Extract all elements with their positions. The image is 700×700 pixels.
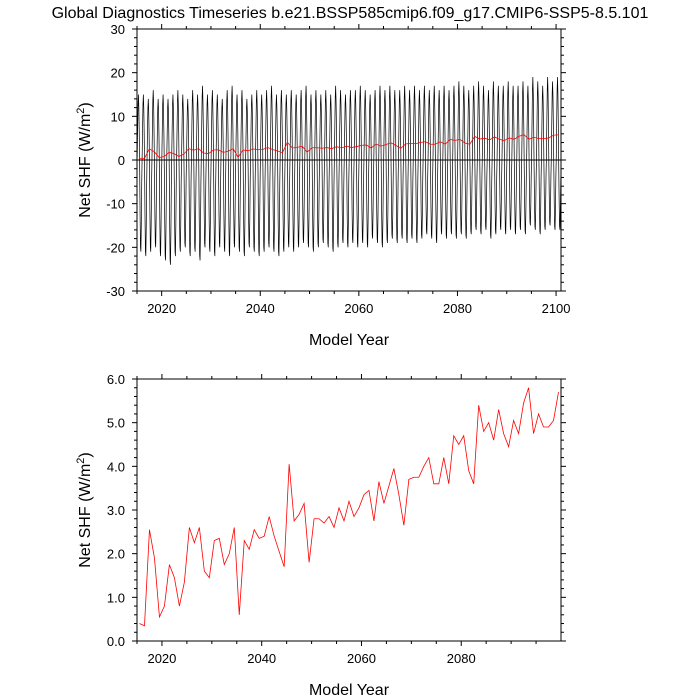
- x-tick-label: 2040: [246, 301, 275, 316]
- x-tick-label: 2020: [147, 651, 176, 666]
- y-tick-label: 20: [111, 66, 125, 81]
- x-axis-label: Model Year: [309, 332, 390, 349]
- x-axis-label: Model Year: [309, 682, 390, 699]
- y-axis-label: Net SHF (W/m2): [75, 102, 94, 217]
- y-tick-label: 2.0: [107, 547, 125, 562]
- annual-mean-series-line: [139, 134, 559, 159]
- y-tick-label: 3.0: [107, 503, 125, 518]
- y-tick-label: 1.0: [107, 590, 125, 605]
- y-axis-label: Net SHF (W/m2): [75, 452, 94, 567]
- x-tick-label: 2040: [247, 651, 276, 666]
- x-tick-label: 2060: [347, 651, 376, 666]
- y-tick-label: 5.0: [107, 416, 125, 431]
- x-tick-label: 2080: [447, 651, 476, 666]
- figure-title: Global Diagnostics Timeseries b.e21.BSSP…: [52, 5, 649, 22]
- y-tick-label: 4.0: [107, 459, 125, 474]
- y-axis-label-tail: ): [77, 102, 94, 107]
- y-tick-label: 30: [111, 22, 125, 37]
- y-tick-label: -30: [106, 284, 125, 299]
- y-axis-label-base: Net SHF (W/m: [77, 464, 94, 568]
- x-tick-label: 2020: [147, 301, 176, 316]
- y-tick-label: -20: [106, 240, 125, 255]
- y-tick-label: 0.0: [107, 634, 125, 649]
- timeseries-panel-monthly: Model Year Net SHF (W/m2) 2020 2040 2060 20…: [75, 22, 571, 349]
- y-tick-label: 10: [111, 109, 125, 124]
- x-tick-label: 2060: [344, 301, 373, 316]
- annual-mean-series-line: [139, 387, 559, 627]
- y-tick-label: 0: [118, 153, 125, 168]
- x-tick-label: 2080: [443, 301, 472, 316]
- y-axis-label-sup: 2: [75, 108, 87, 114]
- y-tick-label: 6.0: [107, 372, 125, 387]
- x-tick-label: 2100: [542, 301, 571, 316]
- y-axis-label-sup: 2: [75, 458, 87, 464]
- y-axis-label-base: Net SHF (W/m: [77, 114, 94, 218]
- monthly-series-line: [136, 77, 562, 265]
- y-axis-label-tail: ): [77, 452, 94, 457]
- timeseries-panel-annual: Model Year Net SHF (W/m2) 2020 2040 2060 20…: [75, 372, 566, 699]
- y-tick-label: -10: [106, 197, 125, 212]
